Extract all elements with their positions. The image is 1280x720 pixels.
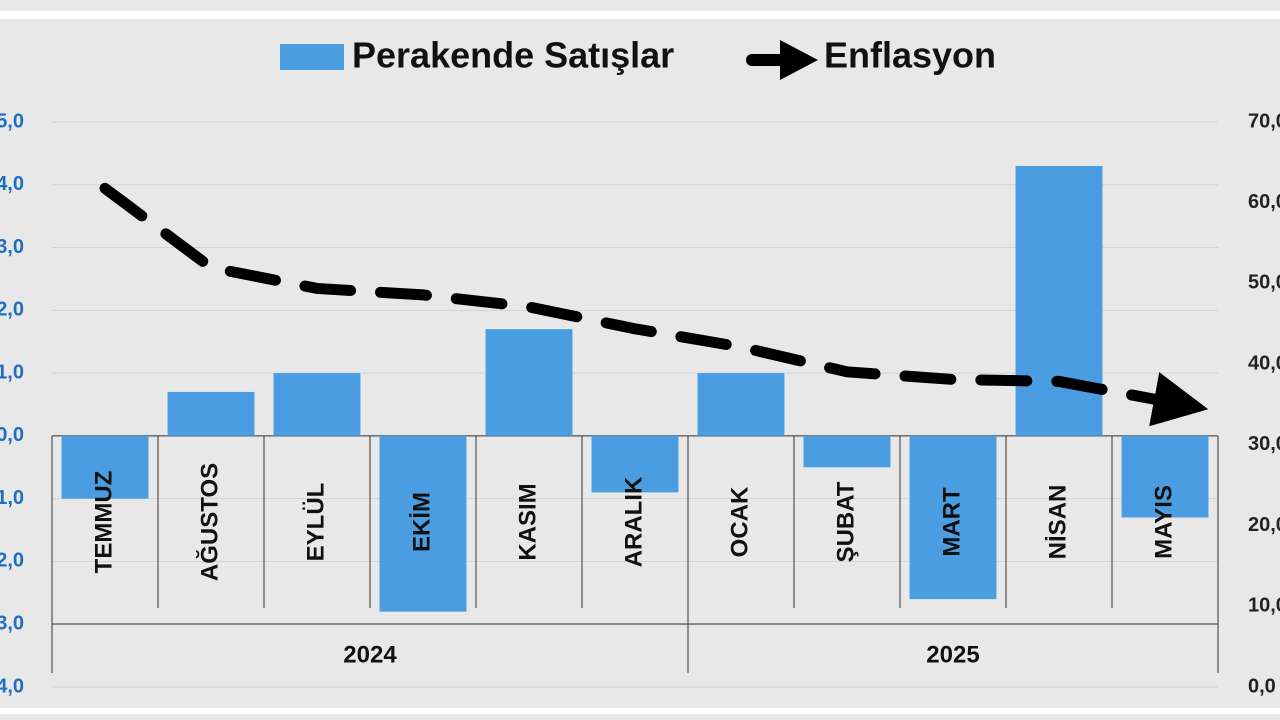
x-tick-label: OCAK <box>726 486 753 557</box>
y2-tick-label: 50,0 <box>1248 272 1280 294</box>
x-tick-label: MART <box>938 487 965 557</box>
y-tick-label: 1,0 <box>0 361 24 383</box>
x-tick-label: NİSAN <box>1044 485 1071 560</box>
group-label: 2025 <box>926 641 979 668</box>
x-tick-label: MAYIS <box>1150 485 1177 559</box>
top-stripe <box>0 11 1280 19</box>
x-tick-label: TEMMUZ <box>90 471 117 574</box>
y2-tick-label: 30,0 <box>1248 433 1280 455</box>
bar <box>697 373 785 436</box>
x-tick-label: ARALIK <box>620 476 647 567</box>
y-tick-label: 4,0 <box>0 173 24 195</box>
bar <box>591 435 679 493</box>
bar <box>61 435 149 499</box>
bar <box>909 435 997 600</box>
y2-tick-label: 40,0 <box>1248 352 1280 374</box>
y-tick-label: -4,0 <box>0 675 24 697</box>
legend-swatch <box>280 44 344 70</box>
y2-tick-label: 70,0 <box>1248 110 1280 132</box>
y-tick-label: 2,0 <box>0 299 24 321</box>
x-tick-label: AĞUSTOS <box>195 463 223 581</box>
x-tick-label: EYLÜL <box>302 483 329 562</box>
line <box>99 182 1209 427</box>
y-tick-label: 0,0 <box>0 424 24 446</box>
x-tick-label: EKİM <box>408 492 435 552</box>
x-tick-label: ŞUBAT <box>832 481 859 562</box>
y2-tick-label: 20,0 <box>1248 514 1280 536</box>
bar <box>273 373 361 436</box>
y-tick-label: -3,0 <box>0 613 24 635</box>
y2-tick-label: 0,0 <box>1248 675 1276 697</box>
bar <box>1015 165 1103 436</box>
legend-arrow <box>780 40 818 80</box>
group-label: 2024 <box>343 641 397 668</box>
y-tick-label: -1,0 <box>0 487 24 509</box>
y2-tick-label: 60,0 <box>1248 191 1280 213</box>
y-tick-label: -2,0 <box>0 550 24 572</box>
bar <box>485 329 573 436</box>
bar <box>803 435 891 468</box>
x-tick-label: KASIM <box>514 483 541 560</box>
y2-tick-label: 10,0 <box>1248 595 1280 617</box>
bottom-stripe <box>0 708 1280 714</box>
y-tick-label: 5,0 <box>0 110 24 132</box>
y-tick-label: 3,0 <box>0 236 24 258</box>
legend-label: Perakende Satışlar <box>352 35 674 76</box>
bar <box>379 435 467 612</box>
legend-label: Enflasyon <box>824 35 996 76</box>
bar <box>167 391 255 436</box>
bar <box>1121 435 1209 518</box>
